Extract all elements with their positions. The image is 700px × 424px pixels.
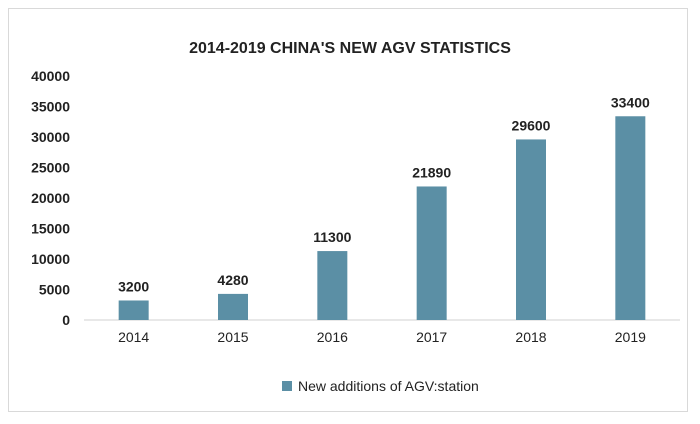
x-tick-label: 2018 xyxy=(515,329,546,345)
y-axis: 0 5000 10000 15000 20000 25000 30000 35000 40000 xyxy=(31,68,70,328)
data-labels: 3200 4280 11300 21890 29600 33400 xyxy=(118,94,650,294)
x-axis: 2014 2015 2016 2017 2018 2019 xyxy=(118,329,646,345)
data-label-2015: 4280 xyxy=(217,272,248,288)
y-tick-label: 20000 xyxy=(31,190,70,206)
data-label-2016: 11300 xyxy=(313,229,351,245)
x-tick-label: 2014 xyxy=(118,329,149,345)
y-tick-label: 30000 xyxy=(31,129,70,145)
x-tick-label: 2019 xyxy=(615,329,646,345)
bar-2015 xyxy=(218,293,248,320)
chart-frame xyxy=(8,8,688,412)
x-tick-label: 2015 xyxy=(217,329,248,345)
chart-title: 2014-2019 CHINA'S NEW AGV STATISTICS xyxy=(189,40,511,57)
y-tick-label: 5000 xyxy=(39,282,70,298)
data-label-2019: 33400 xyxy=(611,94,650,110)
x-tick-label: 2016 xyxy=(317,329,348,345)
bar-2018 xyxy=(516,139,546,320)
y-tick-label: 0 xyxy=(62,312,70,328)
y-tick-label: 25000 xyxy=(31,160,70,176)
legend: New additions of AGV:station xyxy=(282,378,479,394)
y-tick-label: 15000 xyxy=(31,221,70,237)
data-label-2017: 21890 xyxy=(412,164,451,180)
bar-2019 xyxy=(615,116,646,320)
y-tick-label: 10000 xyxy=(31,251,70,267)
data-label-2018: 29600 xyxy=(512,117,551,133)
data-label-2014: 3200 xyxy=(118,278,149,294)
bar-2016 xyxy=(317,251,348,320)
bar-2017 xyxy=(416,186,447,320)
y-tick-label: 40000 xyxy=(31,68,70,84)
bars xyxy=(118,116,646,320)
legend-label: New additions of AGV:station xyxy=(298,378,479,394)
x-tick-label: 2017 xyxy=(416,329,447,345)
y-tick-label: 35000 xyxy=(31,99,70,115)
legend-swatch xyxy=(282,381,292,391)
bar-2014 xyxy=(118,300,149,320)
